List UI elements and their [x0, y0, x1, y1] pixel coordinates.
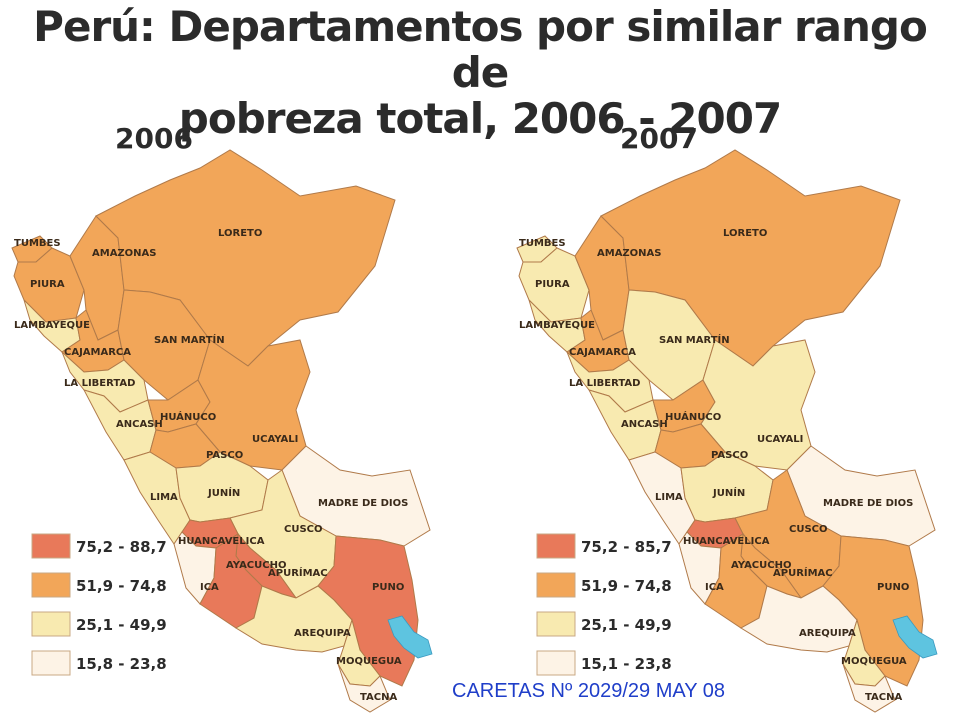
region-label-apurimac: APURÍMAC [773, 566, 833, 579]
region-label-ayacucho: AYACUCHO [226, 560, 286, 571]
legend-swatch-upper [536, 572, 576, 598]
region-label-loreto: LORETO [218, 228, 262, 239]
legend-swatch-high [536, 533, 576, 559]
region-label-junin: JUNÍN [207, 486, 240, 499]
title-line-1: Perú: Departamentos por similar rango de [33, 2, 928, 97]
legend-label-low: 15,1 - 23,8 [581, 655, 672, 673]
region-label-lima: LIMA [150, 492, 178, 503]
title-line-2: pobreza total, 2006 - 2007 [178, 94, 782, 143]
region-label-loreto: LORETO [723, 228, 767, 239]
legend-swatch-low [536, 650, 576, 676]
region-label-moquegua: MOQUEGUA [841, 656, 907, 667]
department-labels-2006: TUMBES PIURA LAMBAYEQUE AMAZONAS LORETO CAJAM… [14, 228, 408, 703]
legend-label-upper: 51,9 - 74,8 [76, 577, 167, 595]
region-piura [518, 247, 590, 323]
region-piura [13, 247, 85, 323]
legend-swatch-low [31, 650, 71, 676]
region-label-apurimac: APURÍMAC [268, 566, 328, 579]
page-title: Perú: Departamentos por similar rango de… [0, 4, 960, 142]
legend-label-low: 15,8 - 23,8 [76, 655, 167, 673]
region-label-puno: PUNO [372, 582, 404, 593]
region-label-lambayeque: LAMBAYEQUE [519, 320, 595, 331]
region-label-piura: PIURA [30, 279, 65, 290]
legend-swatch-upper [31, 572, 71, 598]
year-label-2006: 2006 [115, 122, 193, 155]
region-label-madre-de-dios: MADRE DE DIOS [823, 498, 913, 509]
departments-2007 [516, 149, 936, 713]
region-label-junin: JUNÍN [712, 486, 745, 499]
region-label-cusco: CUSCO [284, 524, 323, 535]
region-label-ancash: ANCASH [621, 419, 668, 430]
region-label-arequipa: AREQUIPA [294, 628, 351, 639]
region-arequipa [740, 585, 858, 653]
source-credit: CARETAS Nº 2029/29 MAY 08 [452, 680, 725, 702]
region-label-piura: PIURA [535, 279, 570, 290]
region-label-cajamarca: CAJAMARCA [569, 347, 636, 358]
region-label-la-libertad: LA LIBERTAD [569, 378, 640, 389]
region-label-arequipa: AREQUIPA [799, 628, 856, 639]
region-label-ucayali: UCAYALI [757, 434, 803, 445]
legend-swatch-middle [536, 611, 576, 637]
legend-2007: 75,2 - 85,7 51,9 - 74,8 25,1 - 49,9 15,1 - … [536, 533, 672, 676]
region-label-huancavelica: HUANCAVELICA [683, 536, 770, 547]
region-label-ica: ICA [200, 582, 219, 593]
region-label-pasco: PASCO [711, 450, 748, 461]
legend-label-high: 75,2 - 88,7 [76, 538, 167, 556]
region-label-ayacucho: AYACUCHO [731, 560, 791, 571]
legend-2006: 75,2 - 88,7 51,9 - 74,8 25,1 - 49,9 15,8 - … [31, 533, 167, 676]
region-label-la-libertad: LA LIBERTAD [64, 378, 135, 389]
region-label-huanuco: HUÁNUCO [160, 410, 216, 423]
region-label-tacna: TACNA [865, 692, 902, 703]
region-label-san-martin: SAN MARTÍN [154, 333, 225, 346]
region-label-lima: LIMA [655, 492, 683, 503]
region-label-puno: PUNO [877, 582, 909, 593]
region-label-tumbes: TUMBES [519, 238, 566, 249]
region-label-lambayeque: LAMBAYEQUE [14, 320, 90, 331]
map-2007: TUMBES PIURA LAMBAYEQUE AMAZONAS LORETO CAJAM… [516, 149, 938, 713]
region-label-tacna: TACNA [360, 692, 397, 703]
lake-titicaca-shape [892, 615, 938, 659]
region-label-moquegua: MOQUEGUA [336, 656, 402, 667]
region-tacna [842, 663, 896, 713]
region-label-cusco: CUSCO [789, 524, 828, 535]
legend-label-middle: 25,1 - 49,9 [76, 616, 167, 634]
region-label-tumbes: TUMBES [14, 238, 61, 249]
legend-swatch-high [31, 533, 71, 559]
region-arequipa [235, 585, 353, 653]
region-label-san-martin: SAN MARTÍN [659, 333, 730, 346]
region-label-ica: ICA [705, 582, 724, 593]
region-label-ucayali: UCAYALI [252, 434, 298, 445]
departments-2006 [11, 149, 431, 713]
legend-label-middle: 25,1 - 49,9 [581, 616, 672, 634]
region-label-ancash: ANCASH [116, 419, 163, 430]
region-label-madre-de-dios: MADRE DE DIOS [318, 498, 408, 509]
department-labels-2007: TUMBES PIURA LAMBAYEQUE AMAZONAS LORETO CAJAM… [519, 228, 913, 703]
region-label-pasco: PASCO [206, 450, 243, 461]
lake-titicaca-shape [387, 615, 433, 659]
region-tacna [337, 663, 391, 713]
legend-label-high: 75,2 - 85,7 [581, 538, 672, 556]
region-label-amazonas: AMAZONAS [92, 248, 157, 259]
region-label-huancavelica: HUANCAVELICA [178, 536, 265, 547]
legend-swatch-middle [31, 611, 71, 637]
map-2006: TUMBES PIURA LAMBAYEQUE AMAZONAS LORETO CAJAM… [11, 149, 433, 713]
region-label-huanuco: HUÁNUCO [665, 410, 721, 423]
region-label-amazonas: AMAZONAS [597, 248, 662, 259]
year-label-2007: 2007 [620, 122, 698, 155]
legend-label-upper: 51,9 - 74,8 [581, 577, 672, 595]
region-label-cajamarca: CAJAMARCA [64, 347, 131, 358]
